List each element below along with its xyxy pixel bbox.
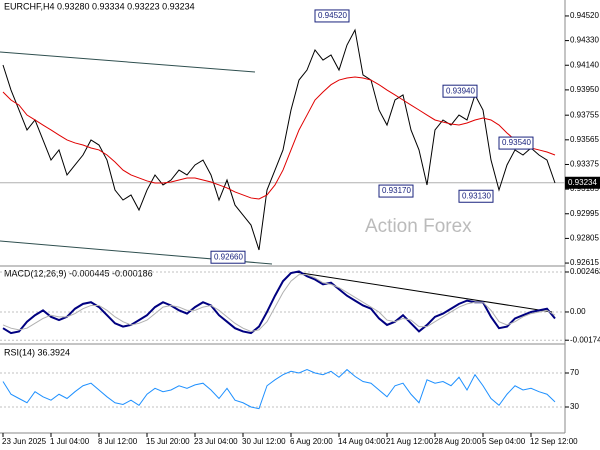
x-tick-label: 21 Aug 12:00 xyxy=(386,437,434,446)
price-annotation-box xyxy=(314,9,350,23)
watermark: Action Forex xyxy=(365,216,472,237)
price-annotation-box xyxy=(378,184,414,198)
y-tick-label: 0.93375 xyxy=(570,160,599,169)
price-annotation: 0.93540 xyxy=(502,138,531,147)
y-tick-label: 0.94330 xyxy=(570,36,599,45)
chart-title: EURCHF,H4 0.93280 0.93334 0.93223 0.9323… xyxy=(4,1,195,11)
last-price-label: 0.93234 xyxy=(568,178,597,187)
y-tick-label: -0.00174 xyxy=(570,335,600,344)
price-annotation-box xyxy=(498,136,534,150)
y-tick-label: 0.93950 xyxy=(570,85,599,94)
x-tick-label: 6 Aug 20:00 xyxy=(290,437,333,446)
x-tick-label: 1 Jul 04:00 xyxy=(50,437,90,446)
macd-trendline xyxy=(294,271,553,313)
y-tick-label: 0.002463 xyxy=(570,267,600,276)
channel-line xyxy=(0,51,256,73)
series-line xyxy=(2,368,556,410)
y-tick-label: 0.94140 xyxy=(570,60,599,69)
series-line xyxy=(2,76,556,200)
price-annotation: 0.93940 xyxy=(446,86,475,95)
x-tick-label: 14 Aug 04:00 xyxy=(338,437,386,446)
macd-title: MACD(12,26,9) -0.000445 -0.000186 xyxy=(4,268,153,278)
y-tick-label: 0.94520 xyxy=(570,11,599,20)
price-annotation-box xyxy=(458,189,494,203)
x-tick-label: 15 Jul 20:00 xyxy=(146,437,190,446)
y-tick-label: 0.92995 xyxy=(570,209,599,218)
x-tick-label: 28 Aug 20:00 xyxy=(434,437,482,446)
price-annotation: 0.93170 xyxy=(382,186,411,195)
y-tick-label: 0.92615 xyxy=(570,258,599,267)
x-tick-label: 23 Jul 04:00 xyxy=(194,437,238,446)
rsi-title: RSI(14) 36.3924 xyxy=(4,347,70,357)
y-tick-label: 0.93565 xyxy=(570,135,599,144)
price-annotation: 0.92660 xyxy=(214,252,243,261)
series-line xyxy=(2,270,556,335)
y-tick-label: 0.92805 xyxy=(570,234,599,243)
y-tick-label: 0.00 xyxy=(570,307,586,316)
y-tick-label: 70 xyxy=(570,368,579,377)
price-annotation: 0.93130 xyxy=(462,191,491,200)
x-tick-label: 30 Jul 12:00 xyxy=(242,437,286,446)
price-annotation-box xyxy=(442,84,478,98)
x-tick-label: 23 Jun 2025 xyxy=(2,437,47,446)
x-tick-label: 8 Jul 12:00 xyxy=(98,437,138,446)
y-tick-label: 30 xyxy=(570,402,579,411)
series-line xyxy=(2,274,556,332)
last-price-box xyxy=(565,176,600,189)
x-tick-label: 5 Sep 04:00 xyxy=(482,437,526,446)
x-tick-label: 12 Sep 12:00 xyxy=(530,437,578,446)
series-line xyxy=(2,28,556,251)
price-annotation-box xyxy=(210,250,246,264)
price-annotation: 0.94520 xyxy=(318,11,347,20)
y-tick-label: 0.93755 xyxy=(570,110,599,119)
